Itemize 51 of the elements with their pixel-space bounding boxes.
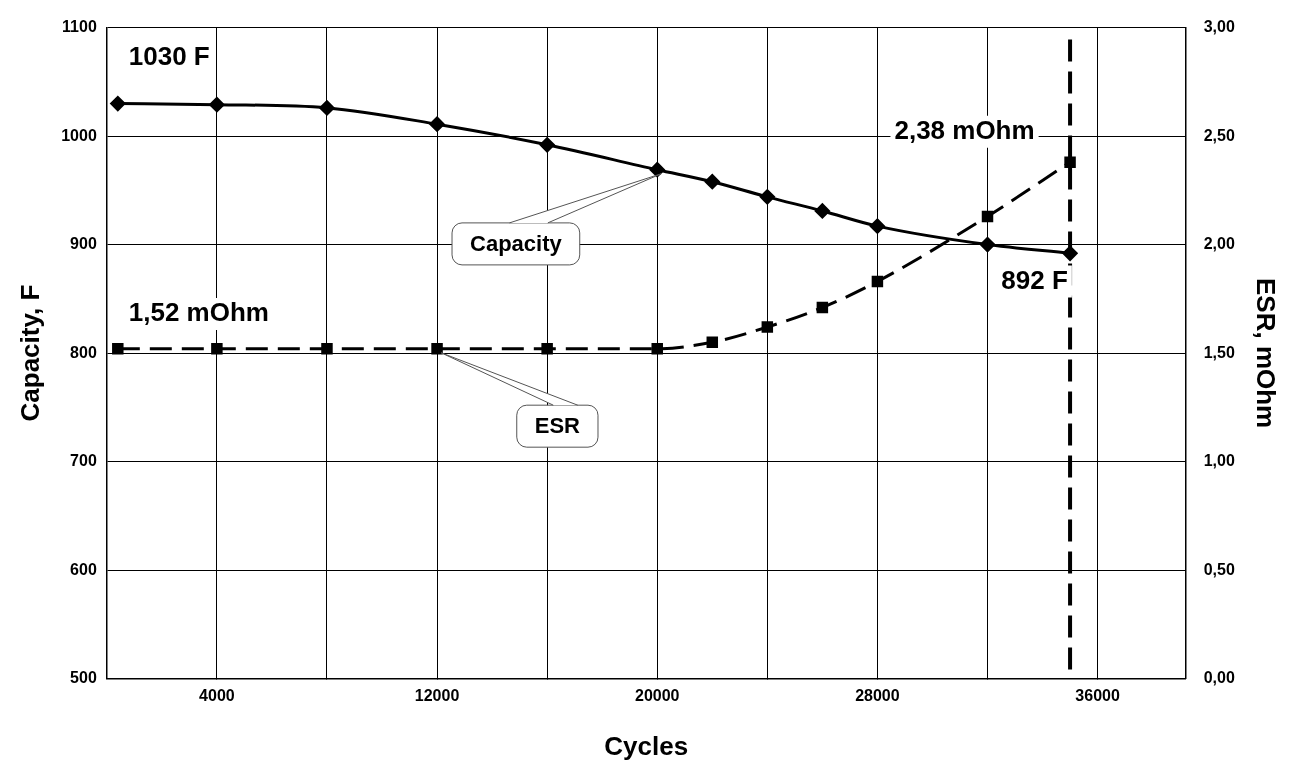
y2-tick-label: 0,00 <box>1203 669 1235 687</box>
y-axis-title: Capacity, F <box>14 284 45 422</box>
y-tick-label: 1000 <box>61 126 97 144</box>
x-tick-label: 36000 <box>1075 686 1120 704</box>
y-tick-label: 500 <box>70 669 97 687</box>
y2-tick-label: 2,50 <box>1203 126 1235 144</box>
annotation: 1030 F <box>128 40 210 71</box>
point <box>211 343 223 355</box>
point <box>649 162 665 178</box>
y2-tick-label: 3,00 <box>1203 18 1235 36</box>
y2-tick-label: 2,00 <box>1203 235 1235 253</box>
x-tick-label: 4000 <box>199 686 235 704</box>
point <box>651 343 663 355</box>
point <box>980 237 995 253</box>
point <box>706 336 719 348</box>
point <box>319 100 335 116</box>
point <box>431 343 443 355</box>
y-tick-label: 800 <box>70 343 97 361</box>
point <box>321 343 333 355</box>
x-tick-label: 20000 <box>634 686 680 704</box>
point <box>704 174 720 190</box>
point <box>761 321 774 333</box>
y-tick-label: 600 <box>70 560 97 578</box>
y-tick-label: 700 <box>70 452 97 470</box>
point <box>429 116 445 132</box>
point <box>869 218 885 234</box>
point <box>1064 156 1076 168</box>
point <box>110 96 126 112</box>
point <box>816 301 829 314</box>
y2-tick-label: 1,00 <box>1203 452 1235 470</box>
x-tick-label: 12000 <box>414 686 460 704</box>
text: Capacity <box>470 230 563 256</box>
point <box>981 210 994 223</box>
y-tick-label: 1100 <box>62 18 97 36</box>
point <box>539 137 555 153</box>
point <box>871 275 884 288</box>
text: ESR <box>534 413 581 439</box>
y-tick-label: 900 <box>70 235 97 253</box>
x-tick-label: 28000 <box>855 686 900 704</box>
point <box>759 189 775 205</box>
point <box>814 203 830 219</box>
point <box>541 343 553 355</box>
point <box>112 343 124 355</box>
y2-tick-label: 0,50 <box>1203 560 1235 578</box>
x-axis-title: Cycles <box>604 730 689 761</box>
y2-tick-label: 1,50 <box>1203 343 1235 361</box>
annotation: 892 F <box>1001 264 1068 295</box>
annotation: 1,52 mOhm <box>128 297 269 328</box>
point <box>209 97 225 113</box>
y2-axis-title: ESR, mOhm <box>1251 277 1282 429</box>
annotation: 2,38 mOhm <box>894 114 1035 145</box>
